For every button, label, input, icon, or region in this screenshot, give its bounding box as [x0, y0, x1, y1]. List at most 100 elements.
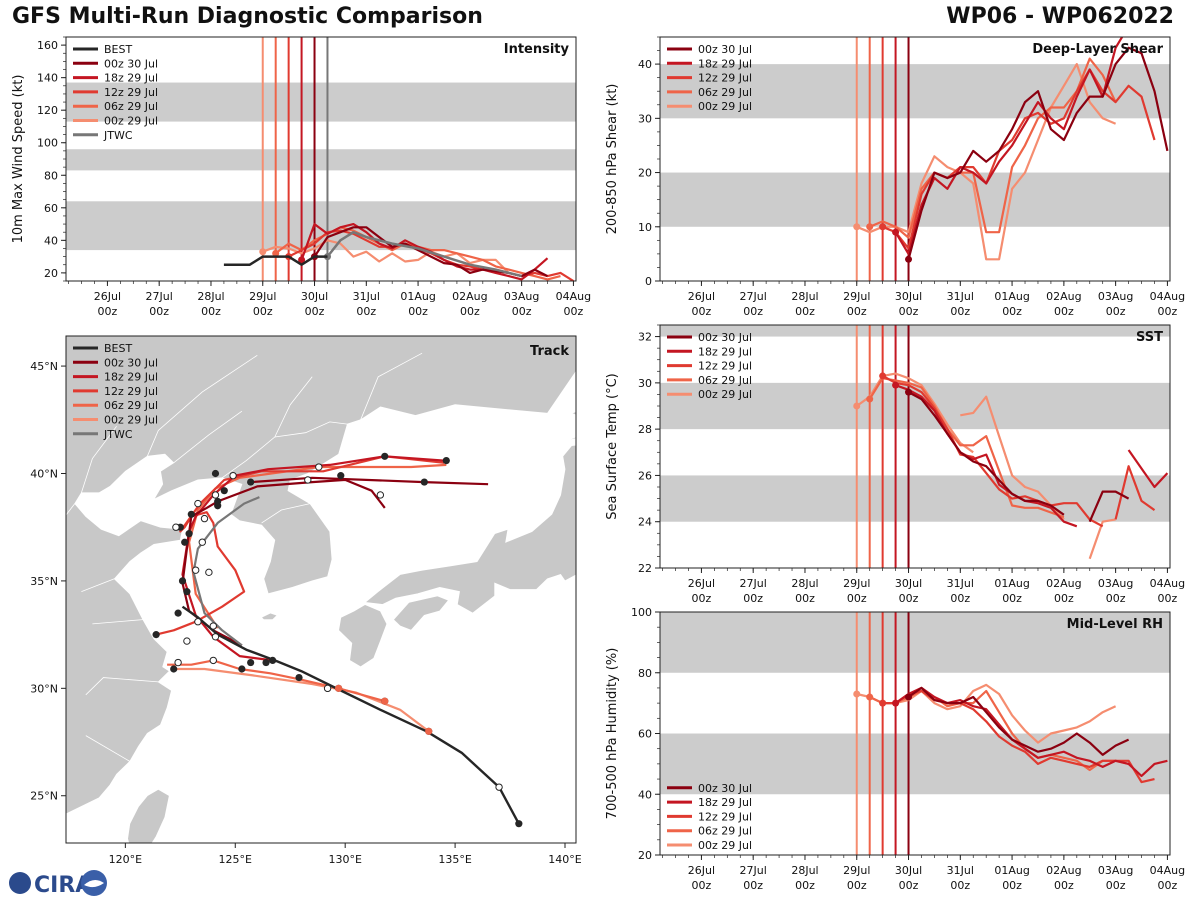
init-point — [879, 699, 887, 707]
track-point-run — [425, 727, 433, 735]
plot-area — [660, 37, 1170, 281]
series-line — [868, 377, 1065, 519]
legend-label: 06z 29 Jul — [104, 100, 158, 113]
track-point-filled — [295, 673, 303, 682]
legend-label: 18z 29 Jul — [104, 72, 158, 85]
x-tick-label: 00z — [847, 592, 867, 605]
y-tick-label: 100 — [631, 606, 652, 619]
legend-label: 06z 29 Jul — [698, 86, 752, 99]
legend-label: 00z 30 Jul — [698, 782, 752, 795]
lon-tick-label: 130°E — [328, 853, 361, 866]
lon-tick-label: 135°E — [438, 853, 471, 866]
init-point — [866, 223, 874, 231]
x-tick-label: 00z — [692, 305, 712, 318]
series-line — [262, 239, 522, 278]
cira-logo: CIRA — [9, 870, 107, 898]
x-tick-label: 03Aug — [1098, 577, 1133, 590]
x-tick-label: 00z — [408, 305, 428, 318]
series-line — [856, 372, 974, 454]
sst-panel: 22 24 26 28 30 32 26Jul 00z 27Jul 00z 28Jul 00z 29Ju… — [605, 324, 1185, 605]
track-point-filled — [183, 588, 191, 596]
init-point — [892, 381, 900, 389]
panel-title: SST — [1136, 330, 1163, 345]
y-axis-label: Sea Surface Temp (°C) — [605, 373, 620, 520]
forecast-track-line — [155, 455, 445, 636]
track-point-open — [211, 491, 220, 499]
track-point-filled — [381, 452, 389, 460]
init-point — [853, 402, 861, 410]
x-tick-label: 04Aug — [1150, 577, 1185, 590]
x-tick-label: 00z — [950, 879, 970, 892]
x-tick-label: 00z — [743, 305, 763, 318]
series-line — [907, 46, 1169, 260]
x-tick-label: 00z — [564, 305, 584, 318]
storm-id: WP06 - WP062022 — [946, 4, 1174, 29]
series-line — [907, 686, 1130, 756]
x-tick-label: 02Aug — [452, 290, 487, 303]
track-point-open — [174, 658, 182, 667]
legend-label: 00z 30 Jul — [104, 57, 158, 70]
x-tick-label: 03Aug — [1098, 290, 1133, 303]
shaded-band — [660, 325, 1170, 337]
track-point-open — [209, 656, 217, 665]
track-point-open — [304, 476, 312, 484]
track-panel: 120°E 125°E 130°E 135°E 140°E 25°N 30°N 35°N 40°… — [30, 335, 582, 866]
lat-tick-label: 45°N — [30, 360, 58, 373]
series-line — [894, 37, 1124, 255]
x-tick-label: 00z — [692, 592, 712, 605]
legend-label: 06z 29 Jul — [698, 825, 752, 838]
init-point — [905, 255, 913, 263]
x-tick-label: 00z — [98, 305, 118, 318]
x-tick-label: 00z — [899, 879, 919, 892]
legend-label: 00z 29 Jul — [698, 100, 752, 113]
x-tick-label: 30Jul — [895, 864, 922, 877]
track-point-open — [183, 637, 191, 645]
lat-tick-label: 40°N — [30, 467, 58, 480]
shear-panel: 0 10 20 30 40 26Jul 00z 27Jul 00z 28Jul 00z 29Jul 00… — [605, 36, 1185, 318]
shaded-band — [66, 149, 576, 171]
track-point-filled — [262, 658, 270, 667]
y-tick-label: 80 — [44, 169, 58, 182]
x-tick-label: 00z — [795, 592, 815, 605]
x-tick-label: 00z — [950, 305, 970, 318]
forecast-track-line — [192, 496, 260, 647]
shaded-band — [660, 382, 1170, 430]
x-tick-label: 02Aug — [1046, 290, 1081, 303]
shaded-band — [66, 82, 576, 122]
track-point-filled — [170, 665, 178, 673]
x-tick-label: 04Aug — [1150, 290, 1185, 303]
x-tick-label: 04Aug — [1150, 864, 1185, 877]
boundary-line — [85, 677, 159, 696]
kyushu-landmass — [338, 604, 388, 668]
init-point — [905, 693, 913, 701]
panel-title: Mid-Level RH — [1067, 617, 1163, 632]
plot-area — [660, 612, 1170, 855]
shaded-band — [660, 733, 1170, 795]
x-tick-label: 00z — [1158, 879, 1178, 892]
lon-tick-label: 120°E — [109, 853, 142, 866]
x-tick-label: 31Jul — [353, 290, 380, 303]
y-axis-label: 200-850 hPa Shear (kt) — [605, 84, 620, 235]
track-point-run — [381, 697, 389, 705]
plot-area — [660, 325, 1170, 568]
boundary-line — [360, 352, 423, 420]
track-point-open — [211, 633, 220, 641]
legend-label: 00z 30 Jul — [698, 43, 752, 56]
hokkaido-landmass — [564, 411, 576, 442]
x-tick-label: 30Jul — [301, 290, 328, 303]
boundary-line — [85, 735, 131, 762]
track-point-open — [205, 568, 213, 577]
track-point-open — [209, 622, 217, 630]
legend-label: 12z 29 Jul — [104, 385, 158, 398]
init-point — [259, 248, 267, 256]
boundary-line — [261, 503, 311, 524]
x-tick-label: 00z — [1002, 879, 1022, 892]
track-point-filled — [420, 478, 428, 486]
legend-label: 12z 29 Jul — [104, 86, 158, 99]
panel-title: Intensity — [504, 42, 570, 57]
legend-label: 00z 30 Jul — [698, 331, 752, 344]
panel-title: Deep-Layer Shear — [1032, 42, 1163, 57]
forecast-track-line — [250, 476, 489, 486]
init-point — [879, 372, 887, 380]
x-tick-label: 26Jul — [688, 290, 715, 303]
